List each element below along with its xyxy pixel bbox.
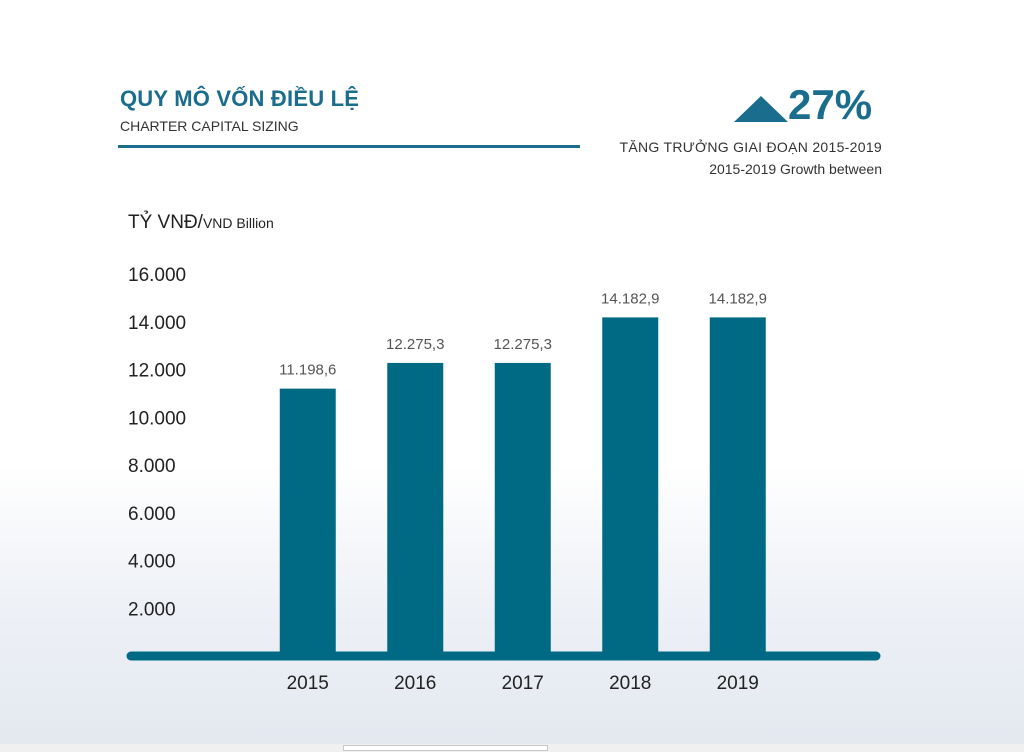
- unit-main: TỶ VNĐ/: [128, 212, 203, 233]
- y-tick-label: 14.000: [128, 313, 186, 334]
- y-tick-label: 8.000: [128, 456, 176, 477]
- x-tick-label: 2018: [609, 673, 651, 694]
- x-tick-label: 2017: [502, 673, 544, 694]
- bar: [279, 388, 336, 656]
- bar: [494, 362, 551, 656]
- y-tick-label: 16.000: [128, 265, 186, 286]
- bar-value-label: 14.182,9: [709, 290, 767, 307]
- x-tick-label: 2015: [287, 673, 329, 694]
- bar-value-label: 11.198,6: [279, 362, 336, 379]
- y-tick-label: 4.000: [128, 552, 176, 573]
- bottom-strip-field: [343, 745, 548, 751]
- growth-value: 27%: [788, 81, 873, 128]
- x-tick-label: 2019: [717, 673, 759, 694]
- chart-title: QUY MÔ VỐN ĐIỀU LỆ: [120, 86, 360, 111]
- bar-value-label: 12.275,3: [494, 336, 552, 353]
- y-axis-unit-label: TỶ VNĐ/VND Billion: [128, 212, 274, 234]
- unit-sub: VND Billion: [202, 215, 274, 231]
- growth-label-en: 2015-2019 Growth between: [709, 161, 882, 177]
- y-tick-label: 2.000: [128, 599, 176, 620]
- y-tick-label: 6.000: [128, 504, 176, 525]
- chart-subtitle: CHARTER CAPITAL SIZING: [120, 118, 299, 134]
- title-underline: [118, 145, 580, 148]
- y-tick-label: 12.000: [128, 361, 186, 382]
- growth-indicator: 27%: [734, 82, 872, 128]
- up-triangle-icon: [734, 96, 788, 122]
- growth-label-vi: TĂNG TRƯỞNG GIAI ĐOẠN 2015-2019: [619, 139, 882, 155]
- bar: [709, 317, 766, 656]
- bar-value-label: 12.275,3: [386, 336, 444, 353]
- bar: [387, 362, 444, 656]
- bar-value-label: 14.182,9: [601, 290, 659, 307]
- y-tick-label: 10.000: [128, 408, 186, 429]
- bar: [602, 317, 659, 656]
- x-tick-label: 2016: [394, 673, 436, 694]
